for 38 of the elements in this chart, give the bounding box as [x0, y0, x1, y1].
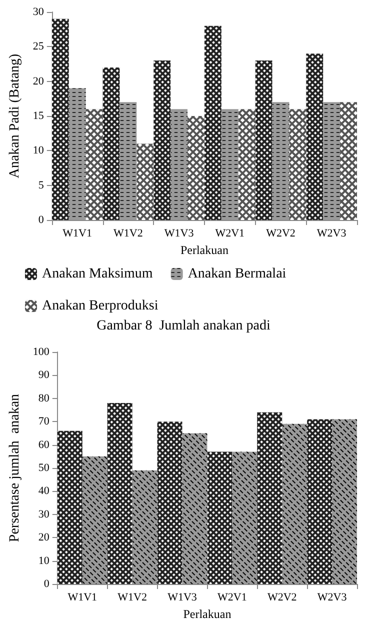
x-tick-label: W1V3 — [164, 228, 194, 240]
y-tick-label: 10 — [32, 144, 44, 157]
x-tick-label: W1V2 — [118, 592, 147, 604]
text: Gambar 8 Jumlah anakan padi — [96, 318, 270, 334]
x-tick-label: W1V1 — [62, 228, 92, 240]
y-tick-label: 25 — [32, 40, 44, 53]
y-tick-label: 80 — [38, 392, 50, 404]
y-axis-title: Anakan Padi (Batang) — [8, 53, 22, 178]
y-tick-label: 0 — [38, 214, 44, 226]
x-tick-label: W1V2 — [114, 228, 143, 240]
x-tick-label: W2V3 — [316, 228, 347, 240]
y-tick-label: 5 — [38, 179, 44, 192]
x-tick-label: W2V1 — [215, 228, 245, 240]
y-tick-label: 30 — [32, 6, 44, 18]
y-tick-label: 20 — [38, 532, 50, 544]
x-tick-label: W2V2 — [266, 228, 296, 240]
legend-label: Anakan Berproduksi — [42, 298, 158, 314]
x-tick-label: W1V3 — [168, 592, 198, 604]
x-tick-label: W2V1 — [218, 592, 247, 604]
y-tick-label: 100 — [32, 346, 50, 358]
y-axis-title: Persentase jumlah anakan — [8, 394, 22, 542]
y-tick-label: 10 — [38, 554, 50, 567]
y-tick-label: 30 — [38, 508, 50, 520]
y-tick-label: 40 — [38, 485, 50, 498]
y-tick-label: 15 — [32, 110, 44, 122]
y-tick-label: 60 — [38, 438, 50, 451]
x-tick-label: W2V2 — [267, 592, 297, 604]
x-tick-label: W2V3 — [317, 592, 348, 604]
x-axis-title: Perlakuan — [180, 243, 228, 257]
x-tick-label: W1V1 — [68, 592, 98, 604]
y-tick-label: 20 — [32, 75, 44, 88]
legend-label: Anakan Bermalai — [188, 266, 286, 282]
y-tick-label: 90 — [38, 369, 50, 382]
y-tick-label: 70 — [38, 416, 50, 428]
legend-label: Anakan Maksimum — [42, 266, 153, 282]
x-axis-title: Perlakuan — [183, 607, 232, 621]
y-tick-label: 0 — [44, 578, 50, 590]
y-tick-label: 50 — [38, 462, 50, 474]
